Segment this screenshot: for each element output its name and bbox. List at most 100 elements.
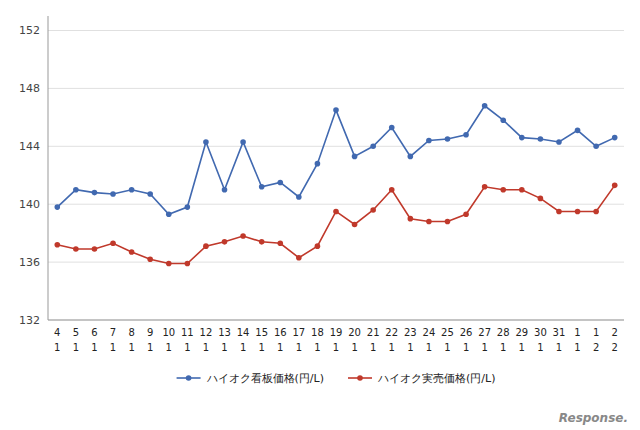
point xyxy=(277,240,283,246)
x-tick-label: 171 xyxy=(292,327,305,353)
point xyxy=(110,191,116,197)
y-tick-label: 148 xyxy=(19,82,40,95)
point xyxy=(129,249,135,255)
grid-line xyxy=(48,204,624,205)
x-tick-label: 41 xyxy=(54,327,60,353)
grid-line xyxy=(48,30,624,31)
point xyxy=(426,219,432,225)
point xyxy=(445,136,451,142)
point xyxy=(389,125,395,131)
point xyxy=(463,212,469,218)
grid xyxy=(48,30,624,320)
x-tick-label: 11 xyxy=(574,327,580,353)
point xyxy=(240,233,246,239)
point xyxy=(333,209,339,215)
x-tick-label: 291 xyxy=(515,327,528,353)
point xyxy=(259,184,265,190)
point xyxy=(259,239,265,245)
point xyxy=(426,138,432,144)
point xyxy=(370,207,376,213)
point xyxy=(575,128,581,134)
x-tick-label: 281 xyxy=(497,327,510,353)
point xyxy=(73,187,79,193)
point xyxy=(482,103,488,109)
x-axis-line xyxy=(48,320,624,321)
point xyxy=(185,204,191,210)
legend: ハイオク看板価格(円/L) ハイオク実売価格(円/L) xyxy=(177,372,496,385)
point xyxy=(482,184,488,190)
point xyxy=(166,212,172,218)
point xyxy=(129,187,135,193)
point xyxy=(352,222,358,228)
point xyxy=(54,204,60,210)
x-tick-label: 51 xyxy=(73,327,79,353)
point xyxy=(203,139,209,145)
x-tick-label: 211 xyxy=(367,327,380,353)
x-tick-label: 231 xyxy=(404,327,417,353)
x-tick-label: 191 xyxy=(330,327,343,353)
y-tick-label: 140 xyxy=(19,198,40,211)
legend-marker xyxy=(357,375,363,381)
legend-item: ハイオク実売価格(円/L) xyxy=(348,372,495,385)
point xyxy=(500,187,506,193)
x-tick-label: 271 xyxy=(478,327,491,353)
point xyxy=(166,261,172,267)
point xyxy=(54,242,60,248)
x-tick-label: 181 xyxy=(311,327,324,353)
legend-item: ハイオク看板価格(円/L) xyxy=(177,372,324,385)
x-tick-label: 261 xyxy=(460,327,473,353)
x-tick-label: 22 xyxy=(612,327,618,353)
point xyxy=(575,209,581,215)
grid-line xyxy=(48,320,624,321)
y-tick-label: 144 xyxy=(19,140,40,153)
y-tick-label: 152 xyxy=(19,24,40,37)
x-tick-label: 91 xyxy=(147,327,153,353)
legend-label: ハイオク看板価格(円/L) xyxy=(206,372,324,385)
y-tick-label: 136 xyxy=(19,256,40,269)
point xyxy=(147,256,153,262)
annotation: Response. xyxy=(559,411,628,425)
point xyxy=(296,255,302,261)
point xyxy=(110,240,116,246)
point xyxy=(370,143,376,149)
point xyxy=(203,243,209,249)
x-tick-label: 101 xyxy=(162,327,175,353)
point xyxy=(222,239,228,245)
point xyxy=(92,246,98,252)
x-tick-label: 241 xyxy=(423,327,436,353)
legend-marker xyxy=(186,375,192,381)
point xyxy=(315,243,321,249)
series-line xyxy=(57,185,614,263)
point xyxy=(315,161,321,167)
x-tick-label: 71 xyxy=(110,327,116,353)
grid-line xyxy=(48,88,624,89)
point xyxy=(612,135,618,141)
point xyxy=(222,187,228,193)
point xyxy=(408,154,414,160)
point xyxy=(538,196,544,202)
point xyxy=(296,194,302,200)
grid-line xyxy=(48,262,624,263)
point xyxy=(612,183,618,189)
point xyxy=(185,261,191,267)
x-tick-label: 61 xyxy=(91,327,97,353)
point xyxy=(333,107,339,113)
x-tick-label: 12 xyxy=(593,327,599,353)
legend-label: ハイオク実売価格(円/L) xyxy=(377,372,495,385)
point xyxy=(389,187,395,193)
point xyxy=(500,117,506,123)
point xyxy=(352,154,358,160)
chart: 1321361401441481524151617181911011111211… xyxy=(0,0,640,430)
x-tick-label: 151 xyxy=(255,327,268,353)
x-tick-label: 81 xyxy=(128,327,134,353)
point xyxy=(408,216,414,222)
x-tick-label: 121 xyxy=(200,327,213,353)
x-tick-label: 141 xyxy=(237,327,250,353)
x-tick-label: 131 xyxy=(218,327,231,353)
y-tick-label: 132 xyxy=(19,314,40,327)
point xyxy=(538,136,544,142)
point xyxy=(92,190,98,196)
point xyxy=(519,187,525,193)
point xyxy=(556,139,562,145)
point xyxy=(240,139,246,145)
